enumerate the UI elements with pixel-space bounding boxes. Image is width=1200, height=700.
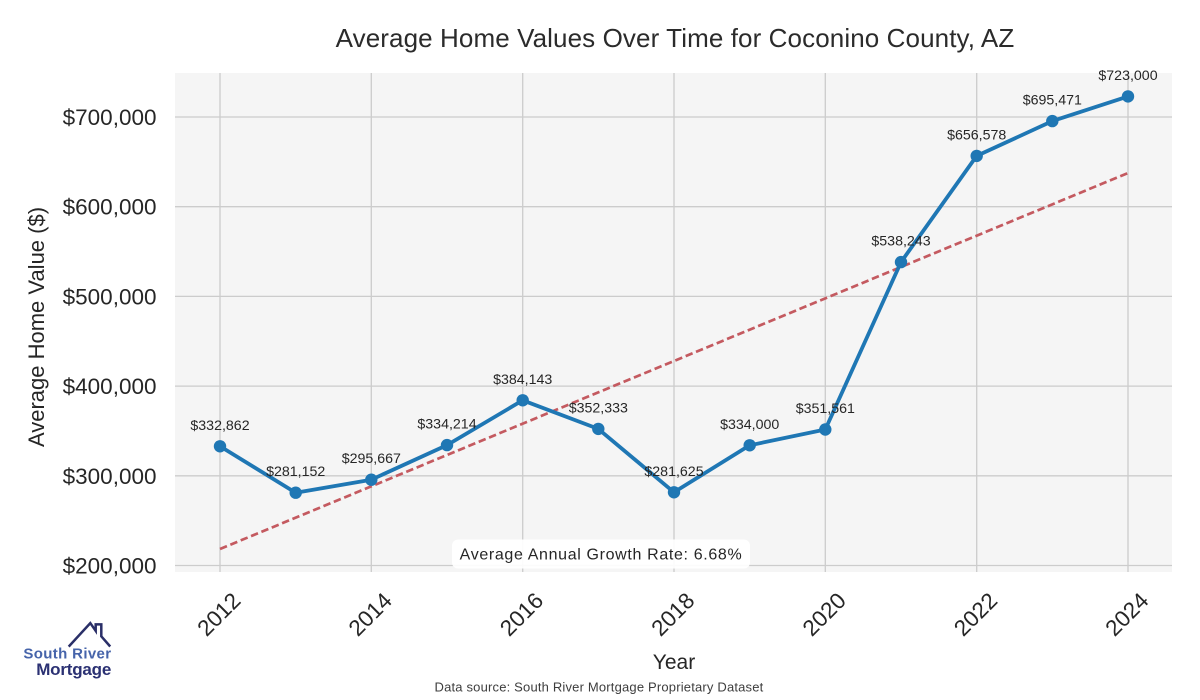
svg-text:$300,000: $300,000	[63, 464, 157, 489]
svg-text:$538,243: $538,243	[871, 234, 930, 250]
svg-text:$281,152: $281,152	[266, 464, 325, 480]
svg-text:South River: South River	[23, 646, 111, 663]
svg-text:2012: 2012	[192, 588, 245, 641]
svg-text:$332,862: $332,862	[190, 418, 249, 434]
svg-text:Year: Year	[653, 651, 695, 674]
svg-text:$400,000: $400,000	[63, 374, 157, 399]
svg-text:$723,000: $723,000	[1098, 68, 1157, 84]
svg-text:$656,578: $656,578	[947, 127, 1006, 143]
svg-text:$351,561: $351,561	[796, 401, 855, 417]
svg-text:2014: 2014	[344, 588, 397, 641]
svg-text:$700,000: $700,000	[63, 105, 157, 130]
svg-text:$281,625: $281,625	[644, 464, 703, 480]
svg-text:$500,000: $500,000	[63, 284, 157, 309]
svg-text:$334,214: $334,214	[417, 417, 476, 433]
svg-text:2020: 2020	[798, 588, 851, 641]
svg-text:$295,667: $295,667	[342, 451, 401, 467]
svg-text:2022: 2022	[949, 588, 1002, 641]
svg-text:$384,143: $384,143	[493, 372, 552, 388]
svg-text:Average Annual Growth Rate: 6.: Average Annual Growth Rate: 6.68%	[460, 547, 743, 564]
svg-text:$600,000: $600,000	[63, 195, 157, 220]
svg-text:2024: 2024	[1100, 588, 1153, 641]
svg-text:Average Home Value ($): Average Home Value ($)	[24, 207, 49, 447]
svg-text:2016: 2016	[495, 588, 548, 641]
svg-text:$352,333: $352,333	[569, 400, 628, 416]
svg-text:Data source: South River Mortg: Data source: South River Mortgage Propri…	[435, 680, 764, 695]
svg-text:$695,471: $695,471	[1023, 93, 1082, 109]
svg-text:Mortgage: Mortgage	[36, 660, 111, 679]
svg-text:$200,000: $200,000	[63, 554, 157, 579]
svg-text:$334,000: $334,000	[720, 417, 779, 433]
svg-text:2018: 2018	[646, 588, 699, 641]
svg-text:Average Home Values Over Time: Average Home Values Over Time for Coconi…	[336, 23, 1015, 53]
